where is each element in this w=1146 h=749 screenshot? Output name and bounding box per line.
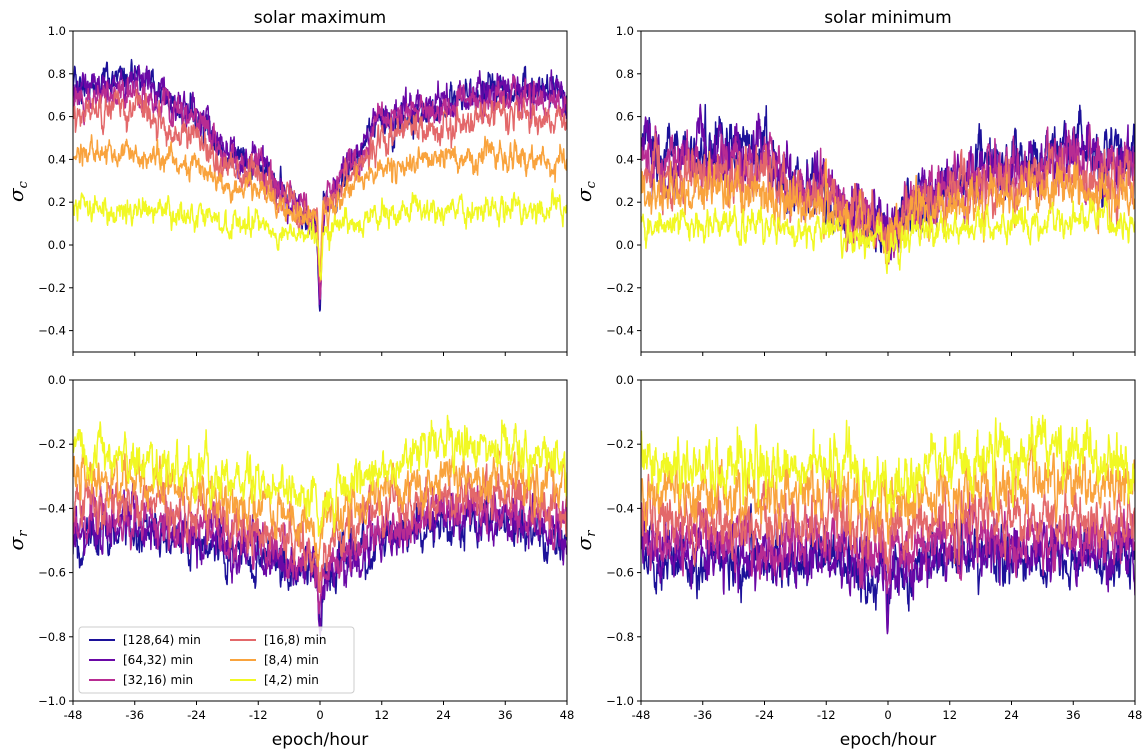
x-tick-label: 12 [942, 708, 957, 722]
y-tick-label: 0.6 [616, 110, 634, 124]
y-tick-label: 0.8 [616, 67, 634, 81]
legend-entry: [16,8) min [264, 633, 327, 647]
x-tick-label: -36 [125, 708, 144, 722]
axes-frame [640, 30, 1136, 353]
y-tick-label: −0.2 [38, 281, 66, 295]
y-tick-label: −0.4 [606, 324, 634, 338]
series-line-6 [73, 414, 567, 537]
x-tick-label: 24 [1004, 708, 1019, 722]
x-tick-label: 48 [560, 708, 575, 722]
series-line-4 [641, 473, 1135, 574]
x-tick-label: -36 [693, 708, 712, 722]
y-tick-label: −1.0 [38, 694, 66, 708]
legend-box [78, 626, 355, 694]
y-tick-label: −0.4 [38, 324, 66, 338]
y-tick-label: −1.0 [606, 694, 634, 708]
x-tick-label: -48 [64, 708, 83, 722]
x-tick-label: -24 [187, 708, 206, 722]
y-tick-label: −0.6 [38, 566, 66, 580]
legend: [128,64) min [64,32) min [32,16) min [16,8)… [78, 626, 355, 694]
series-line-3 [641, 492, 1135, 594]
series-line-4 [73, 88, 567, 283]
x-tick-label: 48 [1128, 708, 1143, 722]
y-tick-label: 0.0 [48, 373, 66, 387]
y-axis-label: σr [4, 530, 31, 551]
y-axis-label: σc [572, 180, 599, 202]
panel-title: solar minimum [824, 8, 951, 28]
x-axis-label: epoch/hour [840, 730, 936, 749]
series-line-5 [641, 438, 1135, 545]
series-lines [641, 103, 1135, 275]
y-tick-label: −0.8 [606, 630, 634, 644]
x-tick-label: -24 [755, 708, 774, 722]
series-line-6 [641, 414, 1135, 518]
legend-entry: [4,2) min [264, 673, 319, 687]
series-line-5 [641, 150, 1135, 265]
y-tick-label: 0.2 [616, 195, 634, 209]
x-tick-label: 12 [374, 708, 389, 722]
series-line-3 [73, 484, 567, 615]
legend-entry: [8,4) min [264, 653, 319, 667]
legend-entry: [128,64) min [123, 633, 201, 647]
y-tick-label: 0.4 [616, 152, 634, 166]
y-tick-label: 0.6 [48, 110, 66, 124]
y-tick-label: −0.4 [606, 501, 634, 515]
y-tick-label: 0.0 [616, 373, 634, 387]
y-tick-label: −0.2 [606, 437, 634, 451]
x-tick-label: 36 [498, 708, 513, 722]
x-tick-label: -12 [249, 708, 268, 722]
x-tick-label: 0 [316, 708, 323, 722]
y-tick-label: −0.8 [38, 630, 66, 644]
x-tick-label: 36 [1066, 708, 1081, 722]
y-tick-label: 0.0 [48, 238, 66, 252]
panel-title: solar maximum [254, 8, 386, 28]
y-tick-label: −0.2 [606, 281, 634, 295]
legend-entry: [64,32) min [123, 653, 193, 667]
y-axis-label: σc [4, 180, 31, 202]
series-line-6 [73, 187, 567, 281]
y-tick-label: 0.2 [48, 195, 66, 209]
y-tick-label: 0.8 [48, 67, 66, 81]
series-line-6 [641, 197, 1135, 275]
legend-entry: [32,16) min [123, 673, 193, 687]
y-tick-label: −0.2 [38, 437, 66, 451]
panel-bottom-left: −1.0 −0.8 −0.6 −0.4 −0.2 0.0 -48 -36 -24 -12 0 12 24… [4, 373, 574, 749]
series-lines [73, 414, 567, 637]
y-tick-label: 1.0 [616, 24, 634, 38]
y-axis-label: σr [572, 530, 599, 551]
x-tick-label: 24 [436, 708, 451, 722]
series-line-3 [73, 75, 567, 300]
series-lines [73, 58, 567, 312]
panel-top-left: −0.4 −0.2 0.0 0.2 0.4 0.6 0.8 1.0 solar maximum σ… [4, 8, 568, 356]
y-tick-label: −0.4 [38, 501, 66, 515]
x-tick-label: -48 [632, 708, 651, 722]
x-tick-label: -12 [817, 708, 836, 722]
panel-bottom-right: −1.0 −0.8 −0.6 −0.4 −0.2 0.0 -48 -36 -24 -12 0 12 24… [572, 373, 1142, 749]
x-axis-label: epoch/hour [272, 730, 368, 749]
x-tick-label: 0 [884, 708, 891, 722]
panel-top-right: −0.4 −0.2 0.0 0.2 0.4 0.6 0.8 1.0 solar minimum σ… [572, 8, 1136, 356]
y-tick-label: 0.4 [48, 152, 66, 166]
y-tick-label: 1.0 [48, 24, 66, 38]
series-lines [641, 414, 1135, 635]
y-tick-label: 0.0 [616, 238, 634, 252]
y-tick-label: −0.6 [606, 566, 634, 580]
